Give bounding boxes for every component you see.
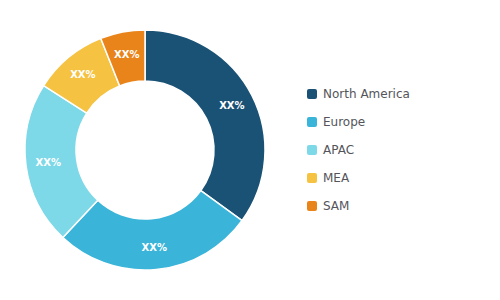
svg-text:XX%: XX% xyxy=(114,49,139,60)
svg-text:APAC: APAC xyxy=(323,143,354,157)
svg-text:North America: North America xyxy=(323,87,410,101)
svg-text:XX%: XX% xyxy=(141,242,166,253)
svg-text:MEA: MEA xyxy=(323,171,350,185)
svg-text:SAM: SAM xyxy=(323,199,349,213)
svg-text:Europe: Europe xyxy=(323,115,365,129)
svg-text:XX%: XX% xyxy=(70,69,95,80)
svg-text:XX%: XX% xyxy=(36,157,61,168)
svg-text:XX%: XX% xyxy=(219,100,244,111)
